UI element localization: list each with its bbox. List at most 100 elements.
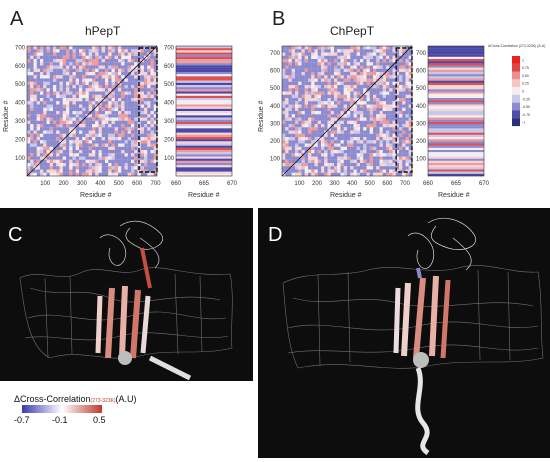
heatmap-cell <box>330 65 335 69</box>
heatmap-cell <box>150 111 154 115</box>
heatmap-cell <box>150 146 154 151</box>
heatmap-cell <box>144 104 148 108</box>
heatmap-cell <box>285 52 289 56</box>
heatmap-cell <box>30 146 34 151</box>
heatmap-cell <box>291 172 296 177</box>
colorbar-label: -0.25 <box>522 97 530 101</box>
heatmap-cell <box>72 140 76 144</box>
heatmap-cell <box>134 130 138 134</box>
heatmap-cell <box>105 81 109 86</box>
membrane-protein-render-d <box>282 217 544 456</box>
heatmap-cell <box>330 117 335 121</box>
heatmap-cell <box>373 68 377 73</box>
heatmap-cell <box>366 72 370 76</box>
heatmap-cell <box>301 172 305 177</box>
heatmap-cell <box>304 94 309 99</box>
heatmap-cell <box>53 101 57 105</box>
heatmap-cell <box>95 163 99 167</box>
heatmap-cell <box>144 159 148 164</box>
heatmap-cell <box>334 75 338 79</box>
heatmap-cell <box>291 81 296 86</box>
heatmap-cell <box>408 166 413 170</box>
heatmap-cell <box>98 75 102 79</box>
heatmap-cell <box>75 169 80 173</box>
heatmap-cell <box>379 111 383 115</box>
heatmap-cell <box>317 46 322 50</box>
heatmap-cell <box>131 127 135 131</box>
heatmap-cell <box>324 52 328 56</box>
heatmap-cell <box>321 52 325 56</box>
heatmap-cell <box>395 172 400 177</box>
heatmap-cell <box>144 101 148 105</box>
heatmap-cell <box>288 111 292 115</box>
heatmap-cell <box>343 172 348 177</box>
heatmap-cell <box>298 130 302 134</box>
heatmap-cell <box>75 146 80 151</box>
heatmap-cell <box>288 81 292 86</box>
heatmap-cell <box>140 85 145 89</box>
heatmap-cell <box>140 49 145 53</box>
heatmap-cell <box>134 75 138 79</box>
heatmap-cell <box>150 65 154 69</box>
heatmap-cell <box>30 117 34 121</box>
heatmap-cell <box>46 81 50 86</box>
heatmap-cell <box>317 114 322 118</box>
heatmap-cell <box>373 59 377 63</box>
heatmap-cell <box>337 140 341 144</box>
heatmap-cell <box>127 62 132 66</box>
heatmap-cell <box>395 156 400 160</box>
heatmap-cell <box>30 120 34 125</box>
heatmap-cell <box>392 137 396 141</box>
heatmap-cell <box>291 111 296 115</box>
heatmap-cell <box>353 133 357 138</box>
heatmap-cell <box>69 166 73 170</box>
heatmap-cell <box>330 62 335 66</box>
heatmap-cell <box>363 94 367 99</box>
heatmap-cell <box>314 153 318 157</box>
heatmap-cell <box>101 75 106 79</box>
colorbar-swatch <box>512 110 520 119</box>
heatmap-cell <box>88 130 93 134</box>
heatmap-cell <box>69 169 73 173</box>
heatmap-cell <box>389 172 393 177</box>
heatmap-cell <box>330 143 335 147</box>
heatmap-cell <box>36 78 41 82</box>
heatmap-cell <box>402 124 406 128</box>
heatmap-cell <box>402 75 406 79</box>
heatmap-cell <box>105 55 109 60</box>
heatmap-cell <box>127 120 132 125</box>
heatmap-cell <box>59 114 63 118</box>
heatmap-cell <box>408 156 413 160</box>
heatmap-cell <box>105 88 109 92</box>
heatmap-cell <box>382 68 387 73</box>
heatmap-cell <box>356 156 361 160</box>
heatmap-cell <box>373 111 377 115</box>
heatmap-cell <box>43 91 47 95</box>
heatmap-cell <box>399 117 403 121</box>
heatmap-cell <box>153 85 158 89</box>
heatmap-cell <box>27 163 31 167</box>
heatmap-cell <box>108 169 112 173</box>
heatmap-cell <box>308 114 312 118</box>
heatmap-cell <box>408 133 413 138</box>
heatmap-cell <box>92 72 96 76</box>
heatmap-cell <box>114 143 119 147</box>
heatmap-cell <box>330 85 335 89</box>
heatmap-cell <box>399 88 403 92</box>
heatmap-cell <box>118 150 122 154</box>
heatmap-cell <box>408 172 413 177</box>
heatmap-cell <box>75 140 80 144</box>
heatmap-cell <box>40 94 44 99</box>
heatmap-cell <box>285 114 289 118</box>
heatmap-cell <box>140 117 145 121</box>
heatmap-cell <box>53 143 57 147</box>
heatmap-cell <box>282 59 286 63</box>
heatmap-cell <box>347 156 351 160</box>
heatmap-cell <box>131 150 135 154</box>
heatmap-cell <box>131 81 135 86</box>
heatmap-cell <box>288 104 292 108</box>
heatmap-cell <box>402 140 406 144</box>
heatmap-cell <box>56 117 60 121</box>
heatmap-cell <box>101 88 106 92</box>
heatmap-cell <box>36 137 41 141</box>
